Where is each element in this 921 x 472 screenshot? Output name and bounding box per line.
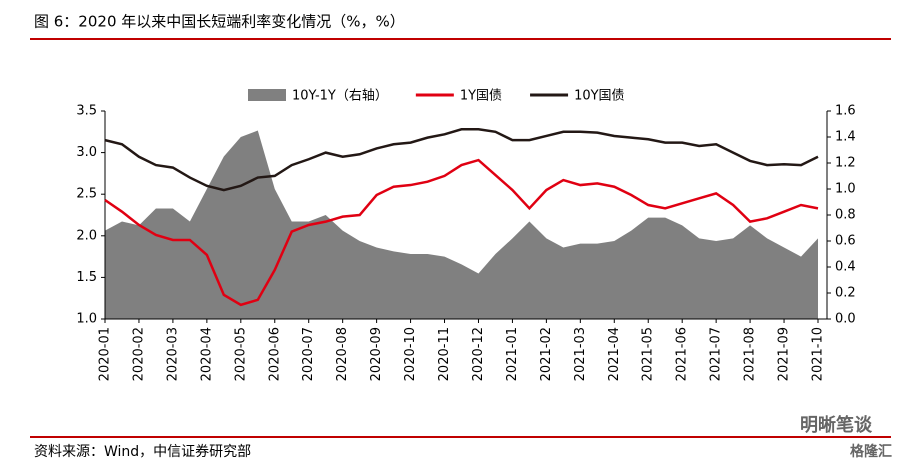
y2-tick-label: 0.6 <box>835 234 856 249</box>
y-tick-label: 1.0 <box>76 312 97 327</box>
x-tick-label: 2021-05 <box>641 327 656 381</box>
x-tick-label: 2021-02 <box>539 327 554 381</box>
y-tick-label: 2.0 <box>76 228 97 243</box>
x-tick-label: 2021-04 <box>607 327 622 381</box>
x-tick-label: 2020-12 <box>471 327 486 381</box>
y2-tick-label: 0.4 <box>835 260 856 275</box>
x-tick-label: 2020-05 <box>233 327 248 381</box>
legend-label: 10Y-1Y（右轴） <box>292 89 388 104</box>
x-tick-label: 2021-03 <box>573 327 588 381</box>
line-1 <box>104 158 819 307</box>
x-tick-label: 2020-04 <box>199 327 214 381</box>
x-tick-label: 2020-10 <box>403 327 418 381</box>
legend-label: 1Y国债 <box>460 89 502 104</box>
y2-tick-label: 1.6 <box>835 104 856 119</box>
x-tick-label: 2021-01 <box>505 327 520 381</box>
x-tick-label: 2020-01 <box>98 327 113 381</box>
y-tick-label: 1.5 <box>76 270 97 285</box>
x-tick-label: 2021-08 <box>743 327 758 381</box>
x-tick-label: 2020-06 <box>267 327 282 381</box>
x-tick-label: 2020-09 <box>369 327 384 381</box>
y-tick-label: 2.5 <box>76 187 97 202</box>
x-tick-label: 2020-02 <box>131 327 146 381</box>
x-tick-label: 2020-07 <box>301 327 316 381</box>
y2-tick-label: 0.8 <box>835 208 856 223</box>
line-2 <box>104 128 819 192</box>
x-tick-label: 2020-08 <box>335 327 350 381</box>
spread-area <box>105 130 818 319</box>
y2-tick-label: 1.2 <box>835 156 856 171</box>
x-tick-label: 2020-03 <box>165 327 180 381</box>
watermark: 格隆汇 <box>850 443 892 460</box>
legend-label: 10Y国债 <box>574 89 624 104</box>
x-tick-label: 2021-10 <box>811 327 826 381</box>
x-tick-label: 2021-09 <box>777 327 792 381</box>
x-tick-label: 2020-11 <box>437 327 452 381</box>
source: 资料来源：Wind，中信证券研究部 <box>34 444 251 460</box>
watermark: 明晰笔谈 <box>800 414 873 436</box>
y2-tick-label: 1.4 <box>835 130 856 145</box>
y-tick-label: 3.5 <box>76 104 97 119</box>
x-tick-label: 2021-06 <box>675 327 690 381</box>
x-tick-label: 2021-07 <box>709 327 724 381</box>
chart-title: 图 6：2020 年以来中国长短端利率变化情况（%，%） <box>34 13 405 31</box>
legend-swatch <box>248 89 286 101</box>
y2-tick-label: 0.2 <box>835 286 856 301</box>
y-tick-label: 3.0 <box>76 145 97 160</box>
y2-tick-label: 0.0 <box>835 312 856 327</box>
y2-tick-label: 1.0 <box>835 182 856 197</box>
